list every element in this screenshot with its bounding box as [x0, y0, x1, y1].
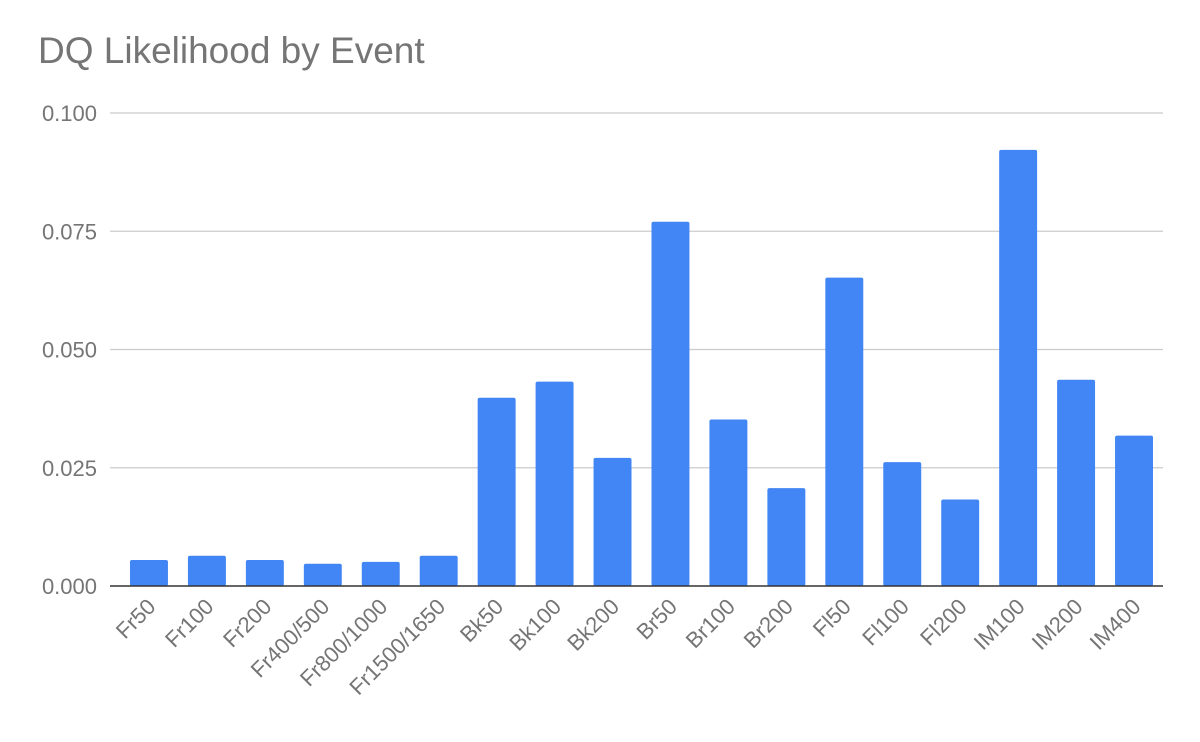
x-tick-label: Bk200 [562, 594, 624, 656]
bar-bk50 [477, 397, 516, 586]
x-tick-label: Br200 [739, 594, 798, 653]
y-tick-label: 0.000 [42, 574, 97, 599]
x-tick-label: IM200 [1027, 594, 1088, 655]
bar-br50 [651, 221, 690, 587]
bar-fr400-500 [303, 563, 342, 586]
bar-fl100 [883, 462, 922, 586]
x-tick-label: Fl200 [915, 594, 972, 651]
y-tick-label: 0.100 [42, 101, 97, 126]
bar-fl50 [825, 277, 864, 586]
bar-fr100 [187, 555, 226, 586]
x-tick-label: Fl50 [808, 594, 856, 642]
bar-bk200 [593, 457, 632, 586]
bar-br200 [767, 488, 806, 586]
x-tick-label: Fr100 [160, 594, 218, 652]
x-tick-label: Fr50 [111, 594, 161, 644]
y-tick-label: 0.050 [42, 338, 97, 363]
bar-im200 [1057, 379, 1096, 586]
x-tick-label: Fl100 [857, 594, 914, 651]
x-tick-label: Bk100 [504, 594, 566, 656]
x-tick-label: Br100 [681, 594, 740, 653]
bar-fr200 [245, 559, 284, 586]
y-tick-label: 0.025 [42, 456, 97, 481]
x-tick-label: Br50 [631, 594, 682, 645]
bar-im100 [999, 149, 1038, 587]
chart-title: DQ Likelihood by Event [38, 30, 425, 71]
x-tick-label: Bk50 [455, 594, 508, 647]
x-tick-label: IM100 [969, 594, 1030, 655]
bar-bk100 [535, 381, 574, 586]
bar-fr800-1000 [361, 561, 400, 586]
y-tick-label: 0.075 [42, 219, 97, 244]
bar-fr1500-1650 [419, 555, 458, 586]
bar-im400 [1115, 435, 1154, 586]
bar-br100 [709, 419, 748, 586]
x-tick-label: IM400 [1085, 594, 1146, 655]
bar-fr50 [129, 559, 168, 586]
bar-fl200 [941, 499, 980, 586]
